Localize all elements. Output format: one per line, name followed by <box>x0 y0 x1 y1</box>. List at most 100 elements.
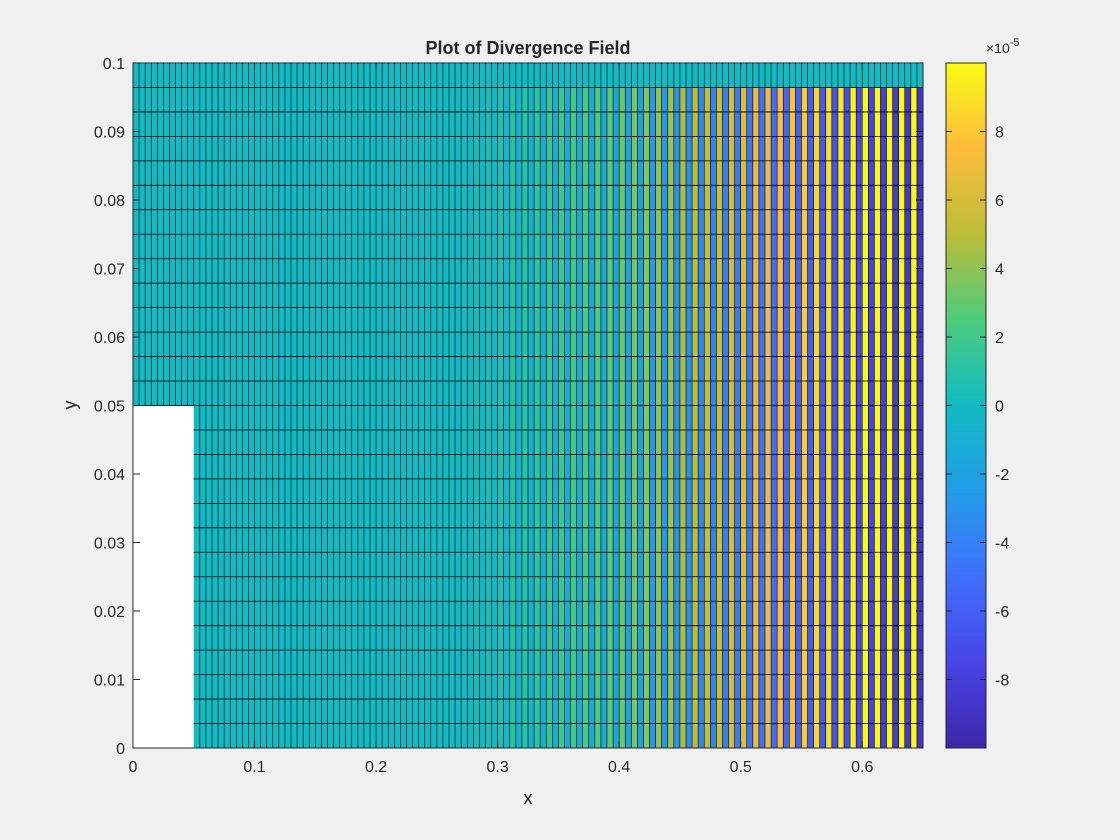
heatmap-cell <box>509 552 517 578</box>
heatmap-cell <box>473 63 480 88</box>
heatmap-cell <box>594 454 602 480</box>
heatmap-cell <box>272 650 280 676</box>
heatmap-cell <box>783 136 790 162</box>
heatmap-cell <box>145 381 152 406</box>
heatmap-cell <box>783 332 790 357</box>
heatmap-cell <box>588 381 596 406</box>
heatmap-cell <box>272 699 280 724</box>
heatmap-cell <box>442 234 450 260</box>
heatmap-cell <box>272 454 280 480</box>
heatmap-cell <box>303 332 310 357</box>
heatmap-cell <box>133 136 140 162</box>
heatmap-cell <box>746 576 754 602</box>
heatmap-cell <box>570 454 578 480</box>
heatmap-cell <box>552 478 559 504</box>
heatmap-cell <box>643 601 650 627</box>
heatmap-cell <box>418 332 426 357</box>
heatmap-cell <box>862 552 869 578</box>
heatmap-cell <box>272 576 280 602</box>
heatmap-cell <box>825 185 833 211</box>
heatmap-cell <box>758 429 766 455</box>
heatmap-cell <box>485 332 492 357</box>
heatmap-cell <box>376 209 383 235</box>
heatmap-cell <box>704 576 711 602</box>
heatmap-cell <box>765 63 772 88</box>
heatmap-cell <box>758 381 766 406</box>
heatmap-cell <box>412 625 420 651</box>
heatmap-cell <box>643 650 650 676</box>
heatmap-cell <box>752 111 760 137</box>
heatmap-cell <box>418 405 426 431</box>
heatmap-cell <box>752 258 760 284</box>
heatmap-cell <box>916 307 923 333</box>
heatmap-cell <box>728 332 736 357</box>
heatmap-cell <box>412 63 420 88</box>
heatmap-cell <box>284 307 292 333</box>
heatmap-cell <box>594 381 602 406</box>
heatmap-cell <box>224 87 231 113</box>
heatmap-cell <box>619 699 626 724</box>
heatmap-cell <box>661 429 669 455</box>
heatmap-cell <box>315 63 322 88</box>
heatmap-cell <box>564 674 571 700</box>
heatmap-cell <box>205 111 213 137</box>
heatmap-cell <box>236 136 243 162</box>
heatmap-cell <box>868 674 875 700</box>
x-tick-label: 0.4 <box>608 759 630 776</box>
heatmap-cell <box>910 234 918 260</box>
heatmap-cell <box>175 307 183 333</box>
heatmap-cell <box>667 650 675 676</box>
heatmap-cell <box>837 527 845 553</box>
heatmap-cell <box>588 111 596 137</box>
heatmap-cell <box>825 454 833 480</box>
heatmap-cell <box>874 283 881 309</box>
heatmap-cell <box>588 332 596 357</box>
heatmap-cell <box>236 381 243 406</box>
heatmap-cell <box>831 185 839 211</box>
heatmap-cell <box>916 723 923 748</box>
heatmap-cell <box>637 307 644 333</box>
heatmap-cell <box>546 332 553 357</box>
heatmap-cell <box>916 160 923 186</box>
heatmap-cell <box>169 234 176 260</box>
heatmap-cell <box>406 576 413 602</box>
heatmap-cell <box>515 63 523 88</box>
heatmap-cell <box>236 576 243 602</box>
heatmap-cell <box>777 234 784 260</box>
heatmap-cell <box>637 576 644 602</box>
heatmap-cell <box>370 136 377 162</box>
heatmap-cell <box>862 136 869 162</box>
heatmap-cell <box>400 576 407 602</box>
heatmap-cell <box>351 283 359 309</box>
heatmap-cell <box>254 87 262 113</box>
heatmap-cell <box>388 185 395 211</box>
heatmap-cell <box>351 307 359 333</box>
heatmap-cell <box>910 429 918 455</box>
heatmap-cell <box>698 723 705 748</box>
heatmap-cell <box>224 307 231 333</box>
heatmap-cell <box>139 258 146 284</box>
heatmap-cell <box>667 674 675 700</box>
heatmap-cell <box>710 258 717 284</box>
heatmap-cell <box>363 185 371 211</box>
heatmap-cell <box>321 576 328 602</box>
heatmap-cell <box>637 332 644 357</box>
heatmap-cell <box>351 650 359 676</box>
heatmap-cell <box>758 723 766 748</box>
heatmap-cell <box>303 405 310 431</box>
heatmap-cell <box>916 405 923 431</box>
heatmap-cell <box>303 160 310 186</box>
heatmap-cell <box>825 63 833 88</box>
heatmap-cell <box>540 307 547 333</box>
heatmap-cell <box>564 307 571 333</box>
heatmap-cell <box>686 87 693 113</box>
heatmap-cell <box>874 625 881 651</box>
heatmap-cell <box>284 356 292 382</box>
heatmap-cell <box>619 234 626 260</box>
heatmap-cell <box>449 185 456 211</box>
heatmap-cell <box>728 283 736 309</box>
heatmap-cell <box>813 258 821 284</box>
heatmap-cell <box>698 234 705 260</box>
heatmap-cell <box>856 63 863 88</box>
heatmap-cell <box>831 674 839 700</box>
